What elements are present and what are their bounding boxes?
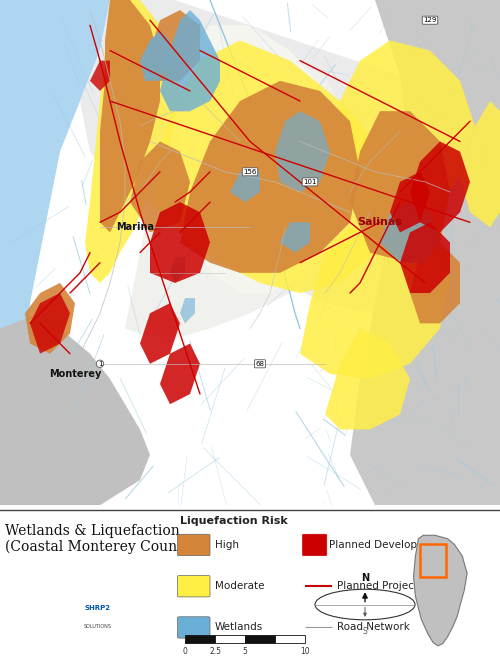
Text: 5: 5 [242, 647, 248, 656]
Polygon shape [325, 328, 410, 430]
Bar [420, 545, 446, 576]
FancyBboxPatch shape [302, 534, 327, 555]
Text: 10: 10 [300, 647, 310, 656]
Polygon shape [160, 10, 220, 111]
Text: 68: 68 [256, 361, 264, 367]
Text: ........: ........ [26, 627, 40, 632]
Bar [245, 635, 275, 643]
Polygon shape [0, 313, 150, 505]
Text: E: E [435, 600, 440, 609]
Polygon shape [180, 25, 340, 293]
Text: Wetlands: Wetlands [215, 622, 263, 632]
Polygon shape [140, 303, 180, 364]
Text: 101: 101 [303, 179, 317, 185]
Polygon shape [100, 0, 160, 232]
Polygon shape [130, 141, 190, 232]
Text: 2.5: 2.5 [209, 647, 221, 656]
Text: Planned Projects: Planned Projects [337, 581, 424, 591]
Polygon shape [300, 228, 450, 379]
Polygon shape [400, 222, 450, 293]
Text: S: S [362, 628, 368, 636]
Polygon shape [414, 536, 467, 646]
Polygon shape [350, 0, 500, 505]
Polygon shape [90, 61, 110, 91]
Bar [185, 635, 215, 643]
Text: 129: 129 [424, 17, 436, 23]
Polygon shape [390, 172, 430, 232]
Polygon shape [180, 298, 195, 323]
FancyBboxPatch shape [178, 534, 210, 555]
Bar [275, 635, 305, 643]
FancyBboxPatch shape [178, 576, 210, 597]
Polygon shape [230, 172, 260, 202]
Text: Monterey: Monterey [49, 369, 101, 379]
Text: 156: 156 [244, 169, 256, 175]
Polygon shape [410, 243, 460, 323]
Polygon shape [380, 202, 440, 263]
Polygon shape [0, 0, 110, 505]
Polygon shape [335, 40, 475, 228]
Text: 0: 0 [182, 647, 188, 656]
Polygon shape [80, 0, 500, 313]
Polygon shape [85, 0, 180, 283]
Polygon shape [460, 101, 500, 228]
Text: Wetlands & Liquefaction
(Coastal Monterey County): Wetlands & Liquefaction (Coastal Montere… [5, 524, 196, 554]
Text: N: N [361, 573, 369, 583]
Text: SHRP2: SHRP2 [84, 605, 110, 611]
Polygon shape [160, 343, 200, 404]
Text: Road Network: Road Network [337, 622, 410, 632]
FancyBboxPatch shape [178, 617, 210, 638]
Text: 1: 1 [98, 361, 102, 367]
Polygon shape [410, 141, 470, 232]
Polygon shape [170, 258, 185, 283]
Bar [215, 635, 245, 643]
Polygon shape [30, 293, 70, 353]
Polygon shape [275, 111, 330, 192]
Polygon shape [180, 81, 360, 273]
Text: Planned Development: Planned Development [329, 540, 444, 550]
Text: Salinas: Salinas [358, 217, 403, 227]
Text: Moderate: Moderate [215, 581, 264, 591]
Polygon shape [150, 10, 200, 81]
Text: SOLUTIONS: SOLUTIONS [84, 624, 112, 629]
Text: AMBAG: AMBAG [22, 603, 42, 609]
Polygon shape [140, 30, 170, 81]
Polygon shape [150, 202, 210, 283]
Polygon shape [150, 40, 390, 293]
Polygon shape [350, 111, 450, 263]
Text: High: High [215, 540, 239, 550]
Polygon shape [25, 283, 75, 353]
Polygon shape [280, 222, 310, 253]
Polygon shape [125, 40, 360, 338]
Text: Marina: Marina [116, 222, 154, 232]
Text: Liquefaction Risk: Liquefaction Risk [180, 516, 288, 526]
